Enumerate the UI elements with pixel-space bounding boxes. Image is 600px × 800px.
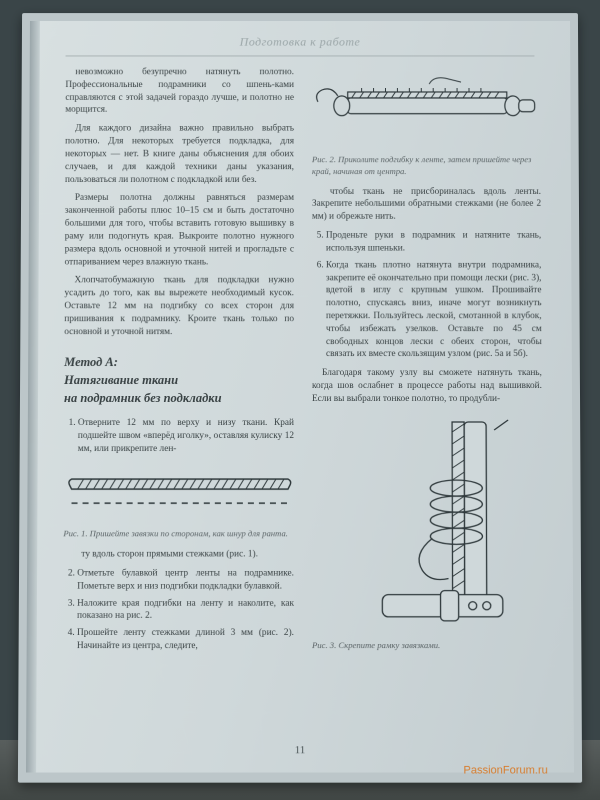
method-a-steps-part2: Отметьте булавкой центр ленты на подрамн… bbox=[63, 567, 294, 653]
figure-1-caption: Рис. 1. Пришейте завязки по сторонам, ка… bbox=[63, 529, 294, 541]
step-4-continued: чтобы ткань не присбориналась вдоль лент… bbox=[312, 186, 541, 224]
figure-2-caption: Рис. 2. Приколите подгибку к ленте, зате… bbox=[312, 154, 541, 177]
book-photo: Подготовка к работе невозможно безупречн… bbox=[18, 13, 582, 783]
page-spine-shadow bbox=[26, 21, 40, 773]
method-a-steps-part3: Проденьте руки в подрамник и натяните тк… bbox=[312, 230, 542, 362]
para-1: невозможно безупречно натянуть полотно. … bbox=[65, 66, 294, 117]
header-rule bbox=[66, 55, 535, 56]
step-6: Когда ткань плотно натянута внутри подра… bbox=[326, 259, 542, 361]
figure-3 bbox=[352, 418, 533, 629]
column-right: Рис. 2. Приколите подгибку к ленте, зате… bbox=[312, 66, 543, 659]
text-columns: невозможно безупречно натянуть полотно. … bbox=[27, 66, 574, 659]
figure-1 bbox=[63, 467, 294, 517]
para-4: Хлопчатобумажную ткань для подкладки нуж… bbox=[64, 275, 294, 339]
step-1-continued: ту вдоль сторон прямыми стежками (рис. 1… bbox=[63, 548, 294, 561]
figure-3-caption: Рис. 3. Скрепите рамку завязками. bbox=[312, 640, 543, 652]
step-2: Отметьте булавкой центр ленты на подрамн… bbox=[77, 567, 294, 593]
method-a-steps-part1: Отверните 12 мм по верху и низу ткани. К… bbox=[64, 417, 294, 456]
figure-2 bbox=[312, 72, 541, 143]
para-5: Благодаря такому узлу вы сможете натянут… bbox=[312, 367, 542, 405]
column-left: невозможно безупречно натянуть полотно. … bbox=[63, 66, 294, 659]
step-4: Прошейте ленту стежками длиной 3 мм (рис… bbox=[77, 627, 294, 653]
method-a-title: Метод А: Натягивание ткани на подрамник … bbox=[64, 353, 294, 407]
step-3: Наложите края подгибки на ленту и наколи… bbox=[77, 597, 294, 623]
step-1: Отверните 12 мм по верху и низу ткани. К… bbox=[78, 417, 294, 456]
step-5: Проденьте руки в подрамник и натяните тк… bbox=[326, 230, 541, 255]
page-number: 11 bbox=[26, 744, 574, 756]
para-2: Для каждого дизайна важно правильно выбр… bbox=[65, 123, 294, 187]
para-3: Размеры полотна должны равняться размера… bbox=[65, 192, 294, 268]
book-page: Подготовка к работе невозможно безупречн… bbox=[26, 21, 574, 773]
watermark: PassionForum.ru bbox=[463, 764, 547, 776]
running-header: Подготовка к работе bbox=[30, 35, 570, 50]
